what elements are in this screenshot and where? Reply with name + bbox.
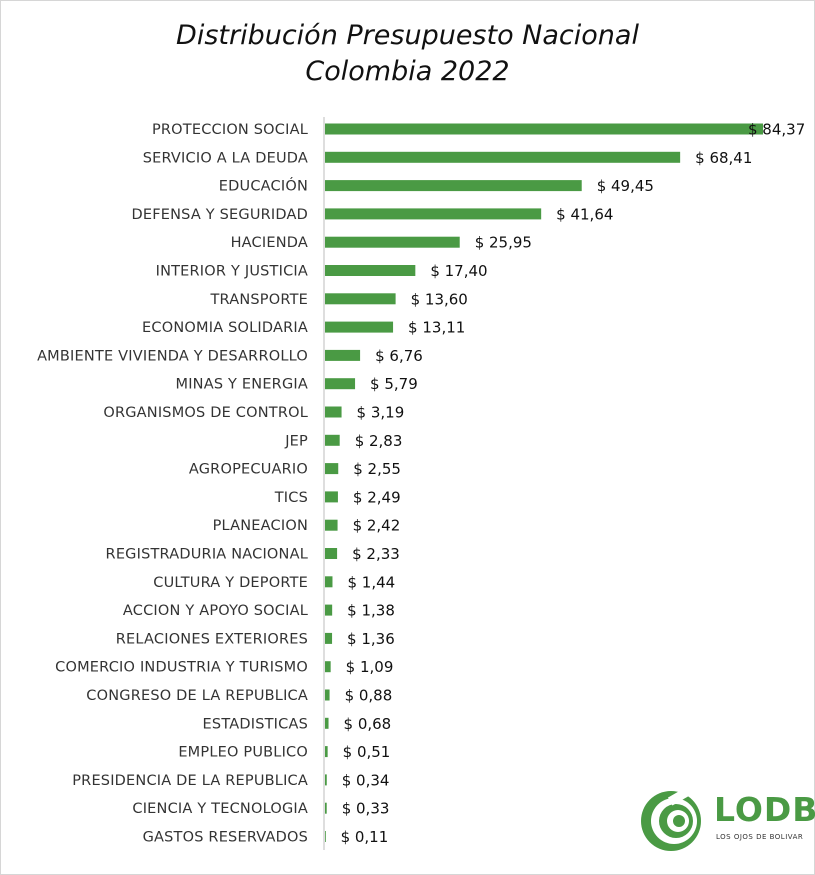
data-label: $ 2,42 [353, 517, 401, 535]
data-label: $ 1,38 [347, 602, 395, 620]
category-label: ECONOMIA SOLIDARIA [142, 320, 308, 336]
bar [325, 378, 356, 390]
category-label: JEP [284, 433, 308, 449]
data-label: $ 6,76 [375, 347, 423, 365]
category-label: AGROPECUARIO [189, 462, 308, 478]
data-label: $ 49,45 [597, 177, 654, 195]
bar [325, 661, 331, 673]
data-label: $ 0,33 [342, 800, 390, 818]
bar [325, 265, 416, 276]
data-label: $ 1,36 [347, 630, 395, 648]
bar [325, 576, 333, 588]
data-label: $ 0,88 [345, 687, 393, 705]
bar [325, 151, 681, 163]
data-label: $ 13,60 [411, 290, 468, 308]
data-label: $ 1,09 [346, 658, 394, 676]
data-label: $ 0,68 [344, 715, 392, 733]
eye-logo-icon [641, 788, 704, 851]
category-label: CONGRESO DE LA REPUBLICA [86, 688, 308, 704]
bar [325, 746, 328, 758]
category-label: HACIENDA [231, 235, 308, 251]
category-label: SERVICIO A LA DEUDA [143, 150, 308, 166]
bar [325, 717, 329, 729]
data-label: $ 13,11 [408, 319, 465, 337]
title-line-1: Distribución Presupuesto Nacional [176, 20, 639, 51]
data-label: $ 0,34 [342, 771, 390, 789]
bar [325, 321, 394, 333]
data-label: $ 0,51 [343, 743, 391, 761]
category-label: COMERCIO INDUSTRIA Y TURISMO [55, 660, 308, 676]
data-label: $ 2,55 [353, 460, 401, 478]
category-label: RELACIONES EXTERIORES [116, 631, 308, 647]
data-label: $ 5,79 [370, 375, 418, 393]
data-label: $ 1,44 [347, 573, 395, 591]
lodb-logo: LODB LOS OJOS DE BOLIVAR [638, 788, 815, 858]
bar [325, 180, 582, 192]
logo-tagline: LOS OJOS DE BOLIVAR [716, 833, 804, 841]
bar [325, 123, 763, 135]
category-label: AMBIENTE VIVIENDA Y DESARROLLO [37, 348, 308, 364]
category-label: CIENCIA Y TECNOLOGIA [132, 801, 308, 817]
category-label: EDUCACIÓN [219, 177, 308, 195]
bar [325, 208, 542, 220]
bar [325, 463, 339, 475]
bar [325, 491, 338, 503]
category-label: TICS [274, 490, 308, 506]
data-label: $ 2,33 [352, 545, 400, 563]
category-label: PRESIDENCIA DE LA REPUBLICA [72, 773, 308, 789]
category-label: EMPLEO PUBLICO [178, 745, 308, 761]
data-label: $ 0,11 [341, 828, 389, 846]
bar [325, 604, 333, 616]
category-label: TRANSPORTE [209, 292, 308, 308]
data-label: $ 2,49 [353, 488, 401, 506]
bar [325, 548, 338, 559]
bar [325, 802, 327, 814]
bar [325, 632, 333, 644]
data-label: $ 84,37 [748, 121, 805, 139]
category-label: PROTECCION SOCIAL [152, 122, 308, 138]
data-label: $ 25,95 [475, 234, 532, 252]
category-label: ESTADISTICAS [203, 716, 308, 732]
category-label: REGISTRADURIA NACIONAL [106, 547, 308, 563]
data-label: $ 41,64 [556, 205, 613, 223]
category-label: CULTURA Y DEPORTE [153, 575, 308, 591]
category-label: DEFENSA Y SEGURIDAD [131, 207, 308, 223]
bar [325, 434, 340, 446]
category-label: GASTOS RESERVADOS [143, 830, 308, 846]
data-label: $ 2,83 [355, 432, 403, 450]
data-label: $ 3,19 [357, 404, 405, 422]
category-label: PLANEACION [213, 518, 308, 534]
category-label: MINAS Y ENERGIA [175, 377, 308, 393]
category-label: ORGANISMOS DE CONTROL [103, 405, 308, 421]
logo-name: LODB [714, 790, 815, 829]
bar [325, 236, 460, 248]
chart-title: Distribución Presupuesto Nacional Colomb… [0, 18, 815, 90]
bar [325, 519, 338, 531]
category-label: INTERIOR Y JUSTICIA [156, 264, 308, 280]
bar [325, 349, 361, 361]
title-line-2: Colombia 2022 [305, 56, 510, 87]
bar [325, 406, 342, 418]
data-label: $ 17,40 [430, 262, 487, 280]
category-label: ACCION Y APOYO SOCIAL [123, 603, 308, 619]
bar [325, 689, 330, 701]
bar [325, 774, 327, 786]
bar [325, 293, 396, 305]
bar [325, 831, 326, 842]
data-label: $ 68,41 [695, 149, 752, 167]
